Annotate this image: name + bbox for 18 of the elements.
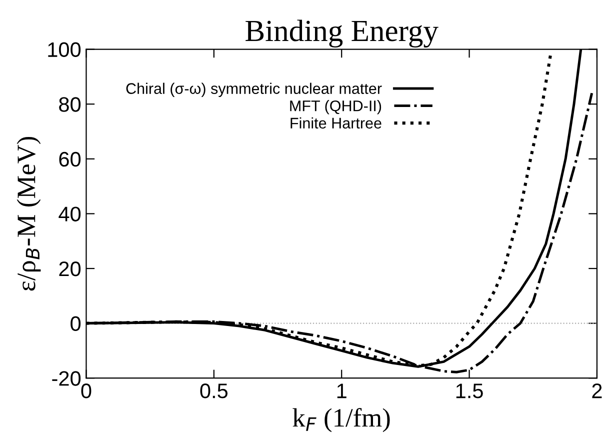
x-tick-label: 0.5 <box>200 384 228 398</box>
y-tick-label: 20 <box>59 262 81 276</box>
legend-label: Chiral (σ-ω) symmetric nuclear matter <box>126 82 382 97</box>
x-tick-label: 2 <box>592 384 602 398</box>
x-tick-label: 1 <box>337 384 346 398</box>
legend-label: Finite Hartree <box>290 117 382 129</box>
y-tick-label: 0 <box>70 316 81 332</box>
y-tick-label: 60 <box>59 152 81 167</box>
y-tick-label: 80 <box>59 97 81 112</box>
legend-label: MFT (QHD-II) <box>290 100 382 114</box>
y-tick-label: 40 <box>58 206 81 222</box>
x-tick-label: 1.5 <box>456 384 483 398</box>
x-axis-title: k$_{F}$ (1/fm) <box>292 408 390 432</box>
y-tick-label: -20 <box>52 371 81 386</box>
x-tick-label: 0 <box>81 384 92 398</box>
chart-title: Binding Energy <box>246 20 438 48</box>
y-tick-label: 100 <box>48 42 81 58</box>
y-axis-title: ε/ρ$_{B}$-M (MeV) <box>16 136 41 291</box>
